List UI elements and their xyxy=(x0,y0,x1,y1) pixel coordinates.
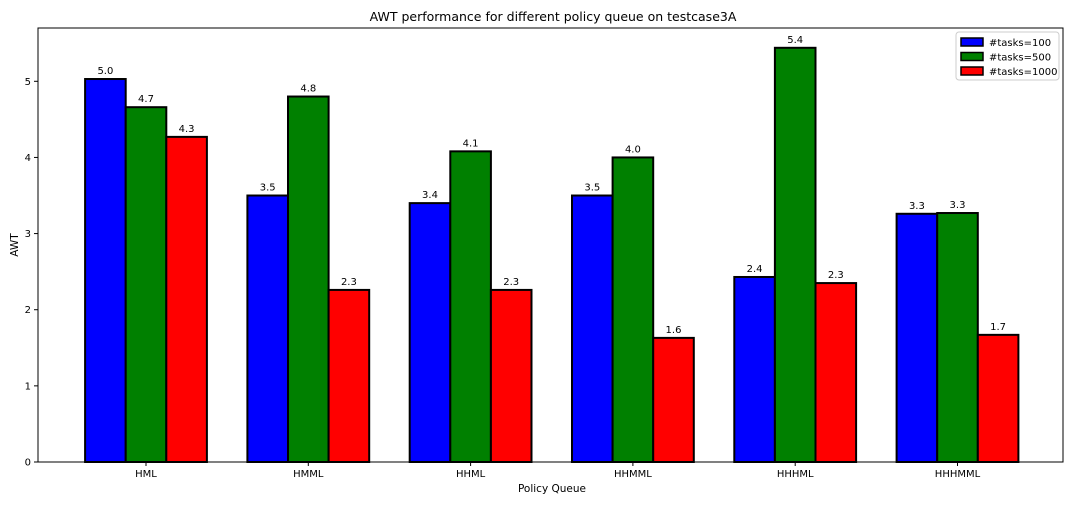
data-labels-layer: 5.0 3.5 3.4 3.5 2.4 3.3 4.7 4.8 4.1 4.0 5.4 3.3 4.3 2… xyxy=(97,35,1006,336)
y-tick-label: 4 xyxy=(25,153,31,164)
data-label: 1.7 xyxy=(990,322,1006,333)
y-tick-label: 0 xyxy=(25,458,31,469)
bar-hhhmml-series-1 xyxy=(895,212,939,463)
data-label: 2.3 xyxy=(503,277,519,288)
legend-swatch xyxy=(960,66,984,76)
bar-hml-series-2 xyxy=(124,106,168,463)
bar-hhhmml-series-2 xyxy=(936,212,979,463)
y-tick-label: 1 xyxy=(25,381,31,392)
data-label: 2.4 xyxy=(747,264,763,275)
bars-layer xyxy=(84,46,1020,464)
bar-hmml-series-3 xyxy=(327,288,371,464)
bar-hhml-series-3 xyxy=(489,288,533,464)
legend-swatch xyxy=(960,37,984,47)
data-label: 4.8 xyxy=(300,84,316,95)
y-tick-label: 3 xyxy=(25,229,31,240)
y-axis-label: AWT xyxy=(9,233,21,257)
x-tick-label: HML xyxy=(135,469,157,480)
data-label: 3.5 xyxy=(584,183,600,194)
data-label: 1.6 xyxy=(666,325,682,336)
bar-hmml-series-2 xyxy=(287,95,330,463)
y-tick-label: 5 xyxy=(25,77,31,88)
data-label: 3.5 xyxy=(260,183,276,194)
legend: #tasks=100 #tasks=500 #tasks=1000 xyxy=(955,31,1060,81)
data-label: 3.3 xyxy=(909,201,925,212)
data-label: 3.4 xyxy=(422,190,438,201)
bar-hhmml-series-2 xyxy=(611,156,655,463)
data-label: 2.3 xyxy=(341,277,357,288)
bar-hhml-series-2 xyxy=(449,150,492,463)
bar-hhmml-series-1 xyxy=(571,194,614,463)
x-tick-label: HHML xyxy=(456,469,486,480)
legend-label: #tasks=100 xyxy=(989,38,1051,49)
x-tick-label: HHMML xyxy=(614,469,652,480)
legend-label: #tasks=500 xyxy=(989,53,1051,64)
data-label: 4.7 xyxy=(138,94,154,105)
bar-hhml-series-1 xyxy=(408,202,452,463)
legend-label: #tasks=1000 xyxy=(989,67,1057,78)
x-tick-label: HMML xyxy=(293,469,324,480)
data-label: 5.4 xyxy=(787,35,803,46)
bar-hhhml-series-1 xyxy=(733,275,776,464)
data-label: 5.0 xyxy=(97,66,113,77)
bar-hml-series-3 xyxy=(165,135,208,463)
x-tick-label: HHHMML xyxy=(935,469,981,480)
plot-frame xyxy=(37,27,1064,463)
x-tick-label: HHHML xyxy=(777,469,814,480)
bar-hhhmml-series-3 xyxy=(976,333,1020,464)
bar-hhmml-series-3 xyxy=(652,336,695,464)
chart-title: AWT performance for different policy que… xyxy=(370,9,737,24)
data-label: 3.3 xyxy=(950,200,966,211)
bar-hml-series-1 xyxy=(84,78,127,463)
y-tick-label: 2 xyxy=(25,305,31,316)
data-label: 4.1 xyxy=(463,138,479,149)
legend-swatch xyxy=(960,51,984,62)
bar-hhhml-series-2 xyxy=(773,46,817,464)
x-axis-label: Policy Queue xyxy=(518,483,586,495)
data-label: 4.0 xyxy=(625,144,641,155)
data-label: 4.3 xyxy=(179,124,195,135)
axes-layer: 0 1 2 3 4 5 HML HMML HHML HHMML HHHML HHHMML xyxy=(25,27,1064,480)
bar-hmml-series-1 xyxy=(246,194,289,463)
bar-hhhml-series-3 xyxy=(814,282,858,463)
data-label: 2.3 xyxy=(828,270,844,281)
